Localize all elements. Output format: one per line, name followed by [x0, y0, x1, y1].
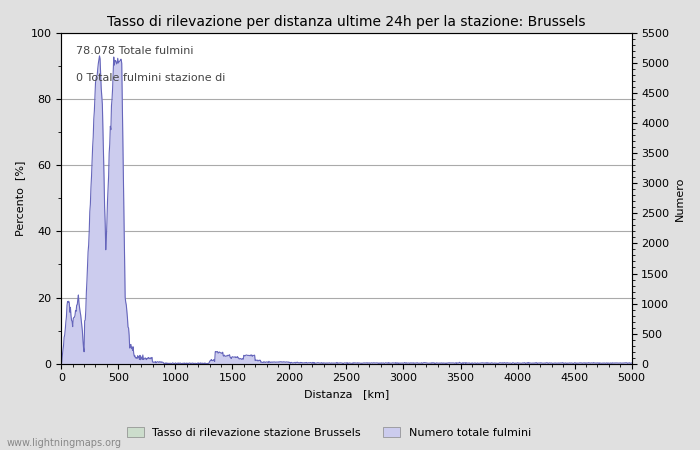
Title: Tasso di rilevazione per distanza ultime 24h per la stazione: Brussels: Tasso di rilevazione per distanza ultime…: [107, 15, 586, 29]
Y-axis label: Percento  [%]: Percento [%]: [15, 161, 25, 236]
Text: 0 Totale fulmini stazione di: 0 Totale fulmini stazione di: [76, 72, 225, 83]
X-axis label: Distanza   [km]: Distanza [km]: [304, 389, 389, 399]
Text: 78.078 Totale fulmini: 78.078 Totale fulmini: [76, 46, 193, 56]
Y-axis label: Numero: Numero: [675, 176, 685, 220]
Text: www.lightningmaps.org: www.lightningmaps.org: [7, 438, 122, 448]
Legend: Tasso di rilevazione stazione Brussels, Numero totale fulmini: Tasso di rilevazione stazione Brussels, …: [122, 423, 536, 442]
